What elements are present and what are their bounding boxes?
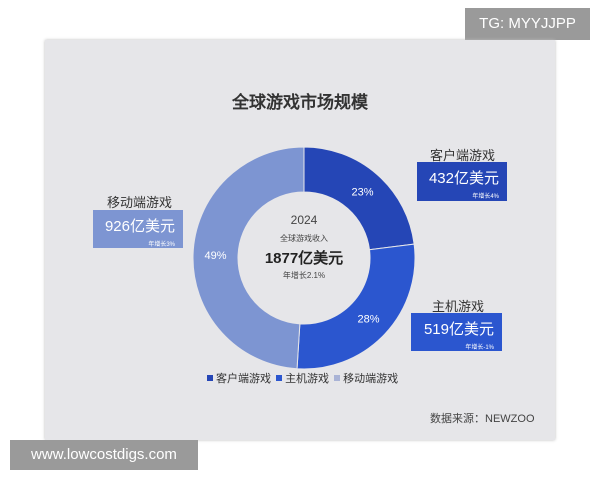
mobile-label: 移动端游戏 <box>107 195 173 210</box>
legend-mobile: 移动端游戏 <box>343 373 399 385</box>
legend-swatch-console <box>276 375 283 381</box>
chart-title: 全球游戏市场规模 <box>232 93 368 112</box>
watermark-bottom: www.lowcostdigs.com <box>10 440 198 470</box>
legend-client: 客户端游戏 <box>216 373 271 385</box>
legend-swatch-mobile <box>334 375 341 381</box>
legend-console: 主机游戏 <box>285 373 330 385</box>
slice-percent-label-1: 28% <box>357 314 379 326</box>
watermark-top: TG: MYYJJPP <box>465 8 590 40</box>
mobile-box: 926亿美元 年增长3% <box>93 210 183 248</box>
center-year: 2024 <box>290 213 318 227</box>
slice-percent-label-2: 49% <box>205 250 227 262</box>
source-note: 数据来源：NEWZOO <box>430 413 535 425</box>
center-total: 1877亿美元 <box>264 250 344 267</box>
donut-slice-1 <box>296 243 416 370</box>
console-label: 主机游戏 <box>432 299 485 314</box>
mobile-growth: 年增长3% <box>148 242 175 248</box>
center-label: 全球游戏收入 <box>280 234 328 243</box>
client-label: 客户端游戏 <box>430 148 496 163</box>
legend: 客户端游戏 主机游戏 移动端游戏 <box>205 370 398 386</box>
console-box: 519亿美元 年增长-1% <box>411 313 502 351</box>
slice-percent-label-0: 23% <box>352 187 374 199</box>
center-growth: 年增长2.1% <box>282 271 326 280</box>
mobile-value: 926亿美元 <box>104 218 175 235</box>
console-value: 519亿美元 <box>423 321 494 338</box>
client-growth: 年增长4% <box>472 194 499 200</box>
donut-slice-2 <box>192 146 305 370</box>
client-value: 432亿美元 <box>428 170 499 187</box>
client-box: 432亿美元 年增长4% <box>417 162 507 201</box>
legend-swatch-client <box>207 375 213 381</box>
console-growth: 年增长-1% <box>465 345 494 351</box>
